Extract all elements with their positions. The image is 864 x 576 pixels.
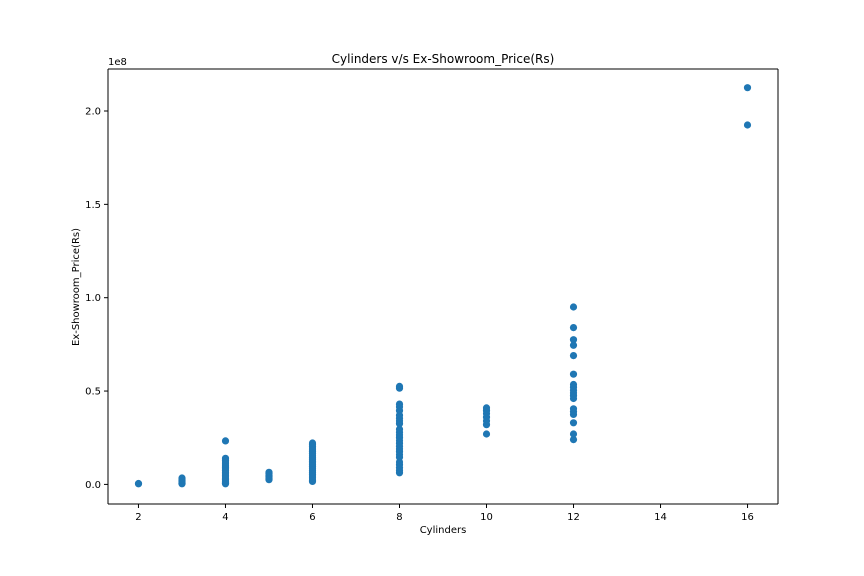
data-point [482,404,491,412]
data-point [482,430,491,438]
data-point [569,324,578,332]
data-point [569,430,578,438]
points-layer [134,84,752,488]
data-point [395,425,404,433]
x-tick-label: 6 [309,512,315,523]
x-tick-label: 10 [480,512,493,523]
data-point [569,436,578,444]
x-ticks: 2 4 6 8 10 12 14 16 [135,504,754,523]
data-point [308,439,317,447]
data-point [395,382,404,390]
y-axis-title: Ex-Showroom_Price(Rs) [71,228,82,346]
data-point [743,84,752,92]
data-point [221,437,230,445]
y-ticks: 0.0 0.5 1.0 1.5 2.0 [85,107,108,491]
x-tick-label: 12 [567,512,580,523]
data-point [569,341,578,349]
y-tick-label: 1.5 [85,200,101,211]
y-tick-label: 0.0 [85,480,101,491]
data-point [569,370,578,378]
axes-frame [107,68,779,505]
x-tick-label: 8 [396,512,402,523]
y-tick-label: 0.5 [85,387,101,398]
data-point [569,336,578,344]
y-tick-label: 1.0 [85,293,101,304]
data-point [178,474,186,482]
x-tick-label: 14 [654,512,667,523]
data-point [265,468,273,476]
data-point [569,419,578,427]
data-point [221,454,230,462]
data-point [134,479,143,488]
x-tick-label: 4 [222,512,228,523]
plot-area [108,69,778,504]
x-tick-label: 16 [741,512,754,523]
data-point [569,380,578,389]
data-point [569,405,578,413]
data-point [743,121,752,129]
data-point [569,352,578,360]
data-point [395,400,404,408]
y-scale-offset-label: 1e8 [108,57,127,68]
x-tick-label: 2 [135,512,141,523]
x-axis-title: Cylinders [420,525,467,536]
chart-title: Cylinders v/s Ex-Showroom_Price(Rs) [332,52,555,66]
y-tick-label: 2.0 [85,107,101,118]
data-point [569,303,578,311]
